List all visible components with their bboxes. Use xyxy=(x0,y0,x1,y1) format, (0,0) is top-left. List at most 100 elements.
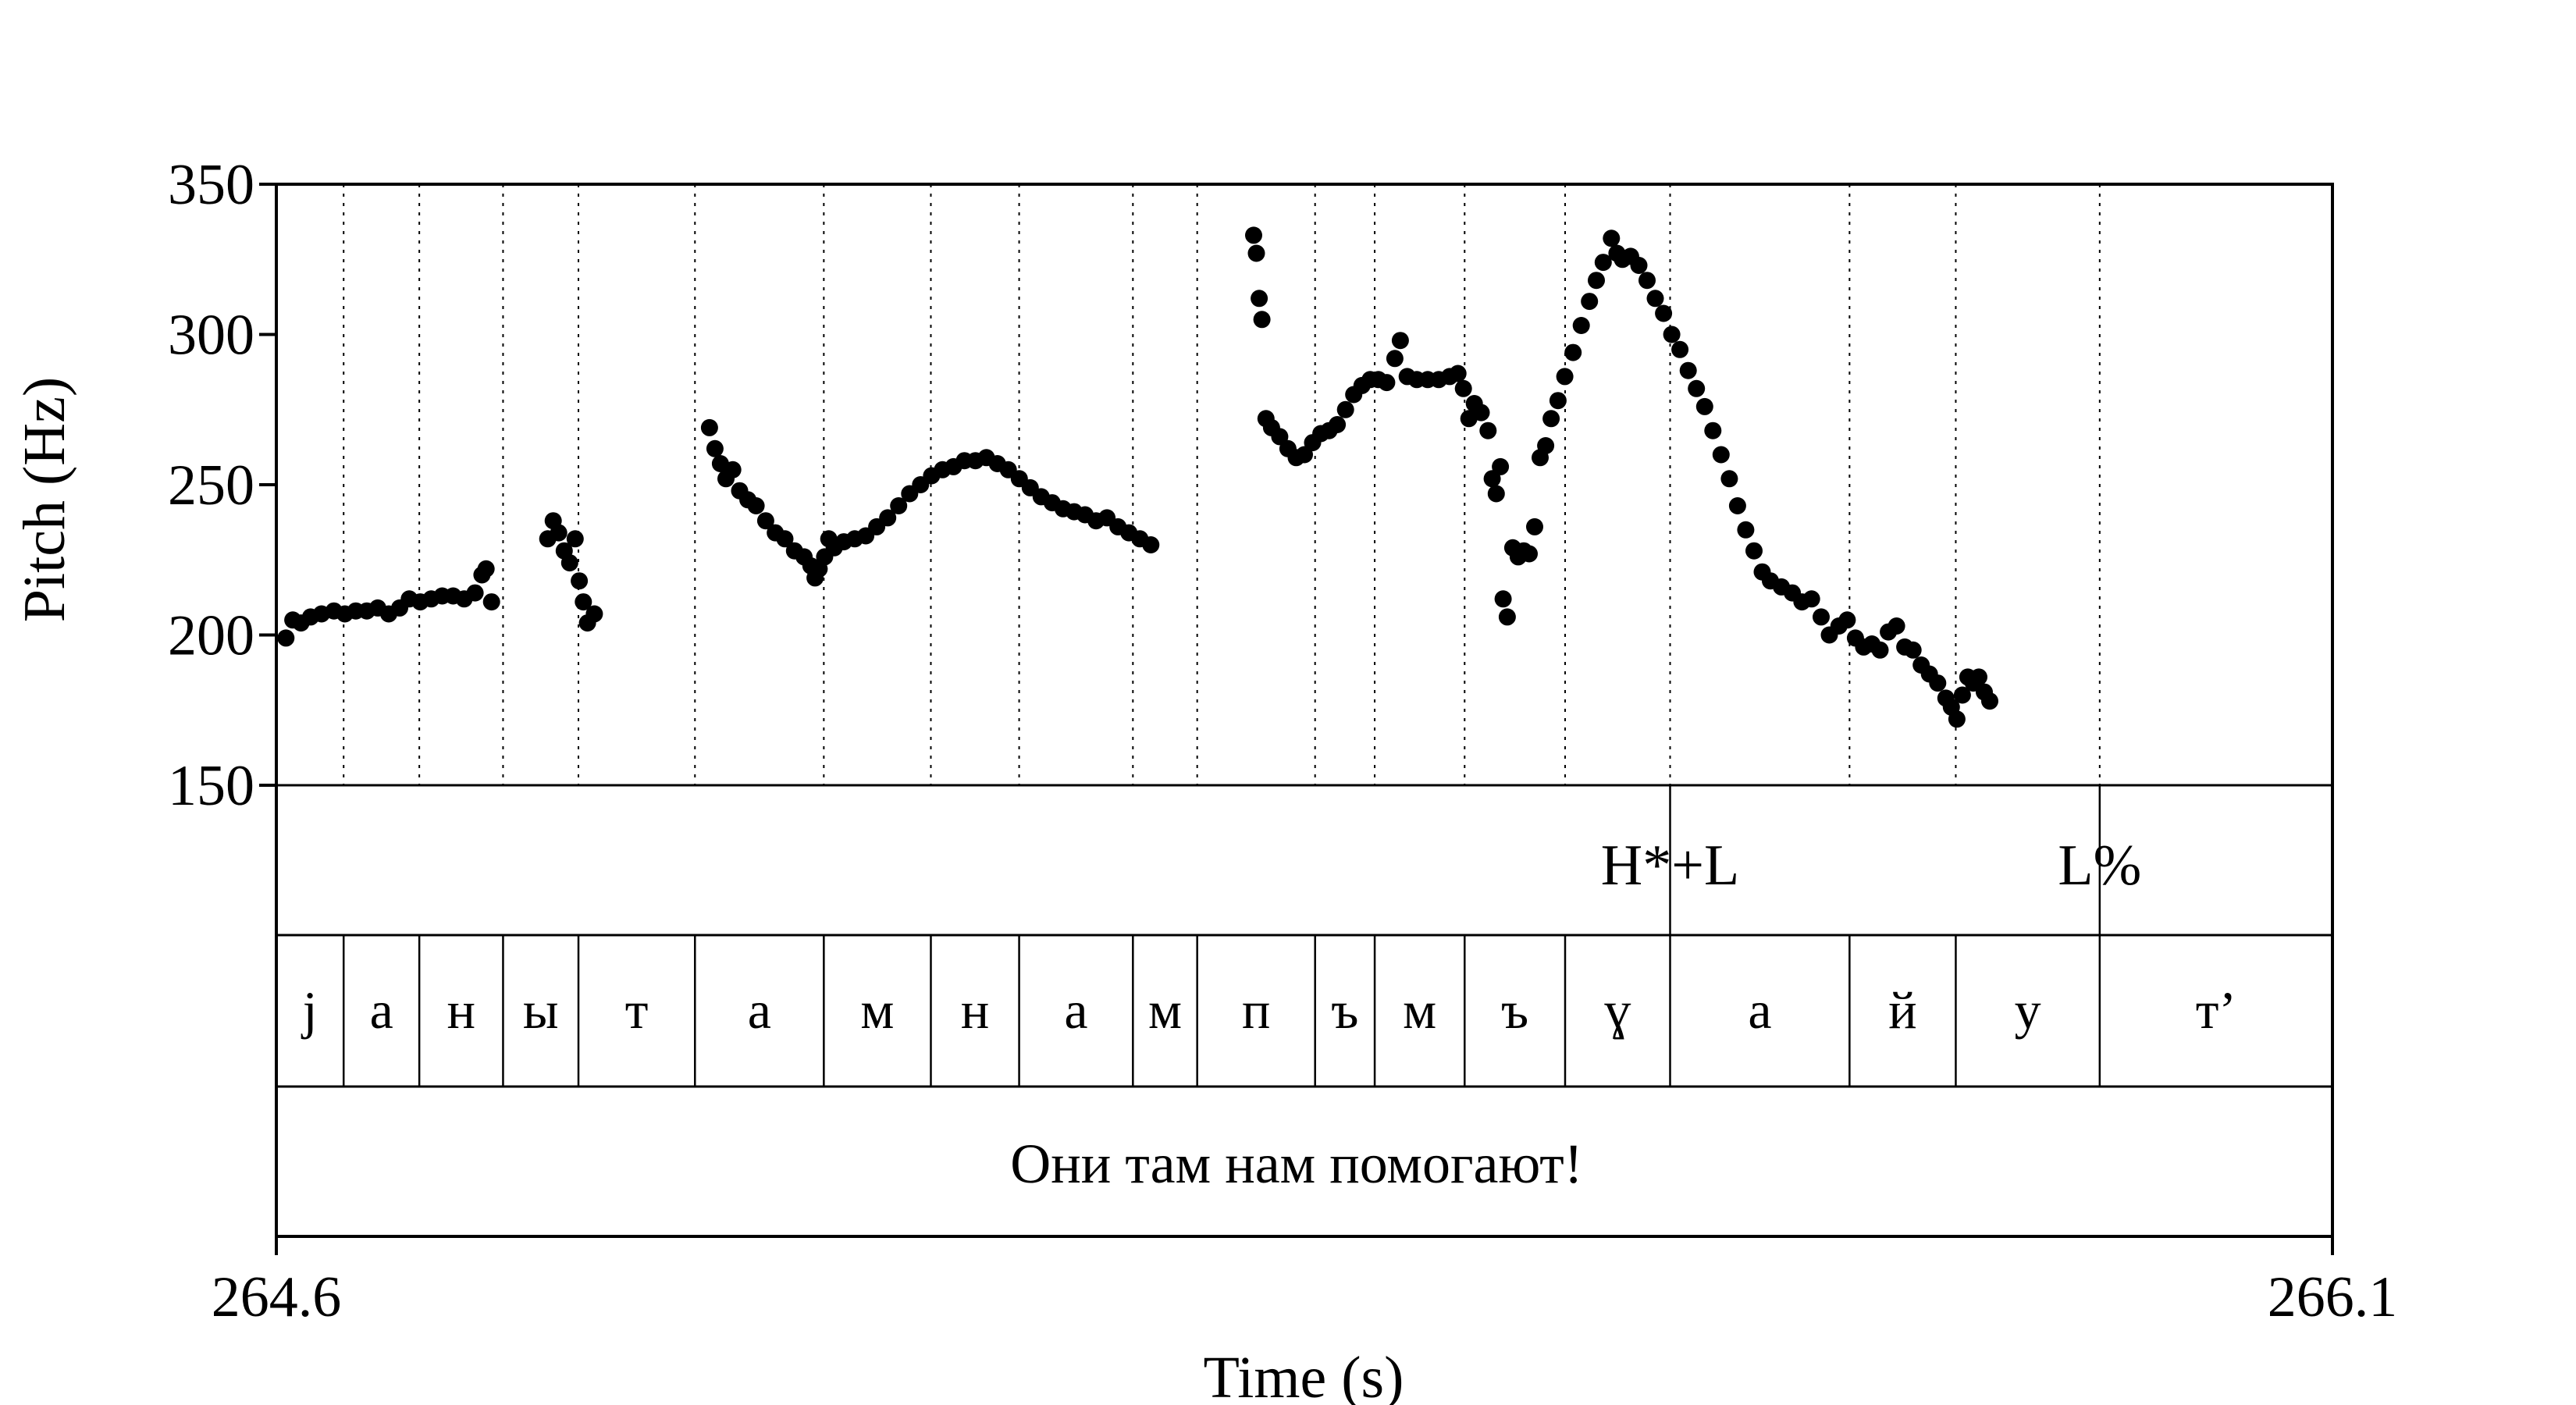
pitch-point xyxy=(1454,379,1472,397)
segment-label: т xyxy=(625,980,649,1040)
pitch-point xyxy=(1542,410,1560,428)
pitch-point xyxy=(1802,590,1820,608)
tone-tier: H*+L L% xyxy=(1601,834,2141,898)
segment-label: м xyxy=(1148,980,1182,1040)
y-tick-label: 150 xyxy=(168,754,254,818)
pitch-point xyxy=(1728,497,1746,514)
pitch-point xyxy=(776,530,794,548)
segment-label: а xyxy=(748,980,771,1040)
tier-grid xyxy=(275,183,2334,1238)
segment-label: а xyxy=(1748,980,1771,1040)
segment-label: н xyxy=(447,980,475,1040)
segment-label: а xyxy=(1064,980,1087,1040)
pitch-point xyxy=(1386,350,1404,368)
pitch-point xyxy=(1483,470,1501,488)
pitch-point xyxy=(1646,290,1664,308)
pitch-point xyxy=(1953,686,1971,704)
segment-label: а xyxy=(370,980,393,1040)
sentence-tier: Они там нам помогают! xyxy=(1010,1133,1582,1195)
segment-label: м xyxy=(1403,980,1436,1040)
pitch-point xyxy=(575,593,592,611)
pitch-point xyxy=(1253,311,1271,329)
y-tick-label: 300 xyxy=(168,304,254,368)
pitch-point xyxy=(1704,422,1722,439)
pitch-point xyxy=(1572,317,1590,334)
sentence-label: Они там нам помогают! xyxy=(1010,1133,1582,1195)
pitch-points xyxy=(277,226,1998,728)
segment-boundary-guides xyxy=(343,184,2101,935)
segment-tier: j а н ы т а м н а м п ъ м ъ ɣ а й у т’ xyxy=(301,935,2236,1087)
tone-label: L% xyxy=(2058,834,2141,898)
pitch-point xyxy=(277,629,295,647)
pitch-point xyxy=(560,554,578,572)
y-tick-label: 250 xyxy=(168,454,254,518)
pitch-point xyxy=(1904,641,1922,659)
pitch-point xyxy=(1329,416,1347,433)
pitch-point xyxy=(1245,226,1262,244)
pitch-point xyxy=(1564,343,1582,361)
pitch-point xyxy=(1494,590,1512,608)
pitch-point xyxy=(1603,229,1621,247)
pitch-point xyxy=(1537,437,1555,454)
pitch-point xyxy=(747,497,765,514)
pitch-point xyxy=(1498,608,1516,626)
pitch-point xyxy=(1695,397,1713,415)
pitch-point xyxy=(1970,668,1987,686)
pitch-point xyxy=(1142,536,1160,553)
y-tick-label: 200 xyxy=(168,604,254,668)
segment-label: у xyxy=(2015,980,2041,1040)
pitch-point xyxy=(1630,257,1648,274)
pitch-point xyxy=(1472,404,1490,422)
pitch-point xyxy=(1671,340,1689,358)
pitch-point xyxy=(756,512,774,530)
pitch-point xyxy=(482,593,500,611)
pitch-point xyxy=(1745,542,1763,560)
pitch-point xyxy=(724,461,742,478)
pitch-point xyxy=(550,524,568,542)
pitch-point xyxy=(1655,304,1673,322)
pitch-point xyxy=(1251,290,1268,308)
y-axis-title: Pitch (Hz) xyxy=(12,377,77,622)
pitch-point xyxy=(1526,518,1543,535)
segment-label: п xyxy=(1242,980,1270,1040)
pitch-point xyxy=(1888,617,1905,635)
segment-label: т’ xyxy=(2196,980,2236,1040)
pitch-point xyxy=(1247,244,1265,262)
pitch-point xyxy=(1556,368,1574,386)
pitch-point xyxy=(1492,457,1510,475)
pitch-point xyxy=(879,509,897,527)
pitch-point xyxy=(1487,485,1505,503)
pitch-point xyxy=(1336,400,1354,418)
pitch-point xyxy=(1378,374,1396,392)
pitch-point xyxy=(1549,392,1567,410)
segment-label: н xyxy=(961,980,989,1040)
y-tick-label: 350 xyxy=(168,153,254,217)
segment-label: м xyxy=(860,980,894,1040)
figure-frame xyxy=(275,183,2334,1238)
pitch-point xyxy=(566,530,584,548)
segment-label: ɣ xyxy=(1604,980,1631,1040)
pitch-point xyxy=(1588,272,1605,290)
tone-label: H*+L xyxy=(1601,834,1739,898)
pitch-point xyxy=(1871,641,1889,659)
pitch-point xyxy=(1594,254,1612,272)
x-axis-title: Time (s) xyxy=(1204,1345,1404,1405)
pitch-point xyxy=(1720,470,1738,488)
pitch-point xyxy=(1712,446,1730,464)
pitch-point xyxy=(585,605,603,623)
pitch-point xyxy=(1838,611,1856,629)
pitch-point xyxy=(1929,674,1947,692)
pitch-point xyxy=(477,560,495,578)
pitch-point xyxy=(1449,365,1467,382)
pitch-point xyxy=(1688,379,1706,397)
pitch-point xyxy=(1981,692,1998,710)
x-tick-label: 264.6 xyxy=(212,1265,342,1329)
segment-label: ы xyxy=(523,980,559,1040)
pitch-point xyxy=(1638,272,1656,290)
pitch-point xyxy=(1271,428,1289,446)
pitch-point xyxy=(1663,325,1681,343)
y-axis-ticks: 150 200 250 300 350 xyxy=(168,153,276,818)
pitch-point xyxy=(700,418,718,436)
pitch-point xyxy=(1296,446,1313,464)
